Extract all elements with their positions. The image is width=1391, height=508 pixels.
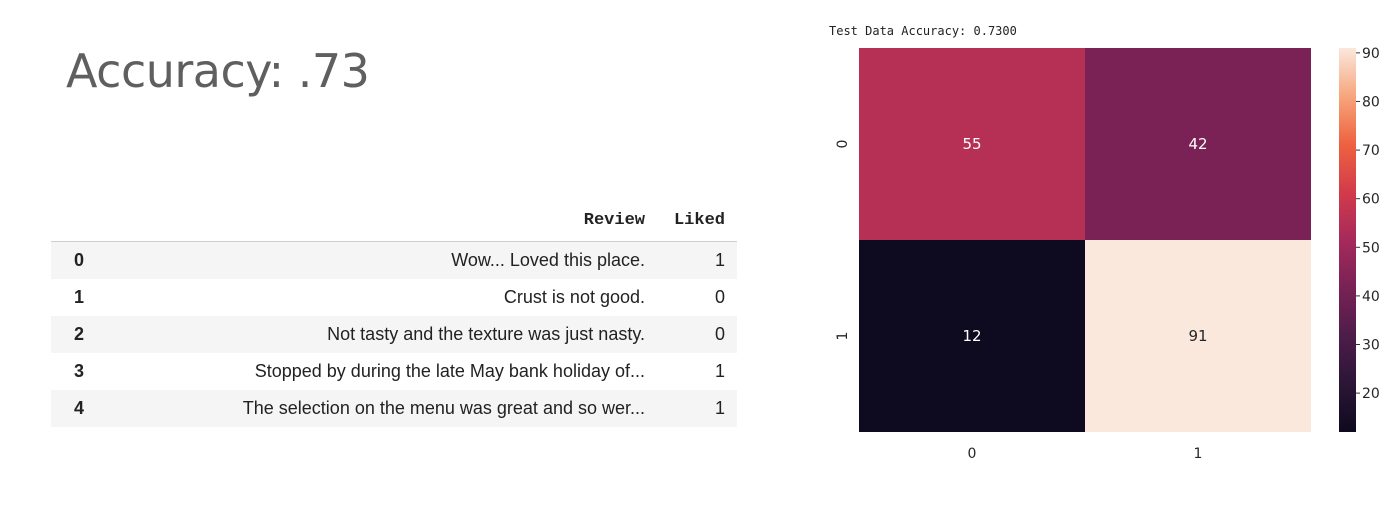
x-tick-label: 0	[968, 446, 977, 462]
liked-cell: 1	[657, 241, 737, 279]
colorbar-tick-label: 90	[1362, 46, 1380, 62]
row-index: 1	[74, 287, 85, 307]
row-index: 0	[51, 241, 146, 279]
row-index: 4	[51, 390, 146, 427]
review-cell: Not tasty and the texture was just nasty…	[146, 316, 657, 353]
liked-cell: 0	[657, 316, 737, 353]
heatmap-title: Test Data Accuracy: 0.7300	[829, 24, 1017, 38]
x-tick-label: 1	[1194, 446, 1203, 462]
heatmap-cell	[859, 48, 1085, 240]
table-row: 0 Wow... Loved this place. 1	[51, 241, 737, 279]
index-header	[51, 200, 146, 242]
y-axis-ticks: 01	[835, 140, 851, 341]
heatmap-cell	[1085, 48, 1311, 240]
row-index: 3	[74, 361, 85, 381]
reviews-table: Review Liked 0 Wow... Loved this place. …	[51, 200, 737, 427]
cell-value-label: 55	[962, 135, 981, 153]
review-column-header: Review	[146, 200, 657, 242]
colorbar-ticks: 20 30 40 50 60 70 80 90	[1356, 46, 1380, 402]
colorbar	[1339, 48, 1356, 432]
colorbar-tick-label: 50	[1362, 240, 1380, 256]
colorbar-tick-label: 20	[1362, 386, 1380, 402]
review-cell: The selection on the menu was great and …	[146, 390, 657, 427]
cell-value-label: 42	[1188, 135, 1207, 153]
table-row: 1 Crust is not good. 0	[51, 279, 737, 316]
heatmap-cell	[859, 240, 1085, 432]
accuracy-headline: Accuracy: .73	[66, 44, 370, 98]
liked-column-header: Liked	[657, 200, 737, 242]
liked-cell: 1	[714, 361, 725, 381]
row-index: 2	[51, 316, 146, 353]
liked-cell: 0	[714, 287, 725, 307]
colorbar-tick-label: 40	[1362, 289, 1380, 305]
cell-value-label: 91	[1188, 327, 1207, 345]
liked-cell: 1	[657, 390, 737, 427]
heatmap-annotations: 55 42 12 91	[962, 135, 1207, 345]
heatmap-cell	[1085, 240, 1311, 432]
colorbar-tick-label: 80	[1362, 94, 1380, 110]
table-row: 4 The selection on the menu was great an…	[51, 390, 737, 427]
table-row: 3 Stopped by during the late May bank ho…	[51, 353, 737, 390]
review-cell: Crust is not good.	[503, 287, 645, 307]
y-tick-label: 1	[835, 332, 851, 341]
review-cell: Wow... Loved this place.	[146, 241, 657, 279]
table-header-row: Review Liked	[51, 200, 737, 242]
review-cell: Stopped by during the late May bank holi…	[254, 361, 645, 381]
heatmap-cells	[859, 48, 1311, 432]
colorbar-tick-label: 60	[1362, 192, 1380, 208]
colorbar-tick-label: 70	[1362, 143, 1380, 159]
table-row: 2 Not tasty and the texture was just nas…	[51, 316, 737, 353]
y-tick-label: 0	[835, 140, 851, 149]
cell-value-label: 12	[962, 327, 981, 345]
colorbar-tick-label: 30	[1362, 338, 1380, 354]
